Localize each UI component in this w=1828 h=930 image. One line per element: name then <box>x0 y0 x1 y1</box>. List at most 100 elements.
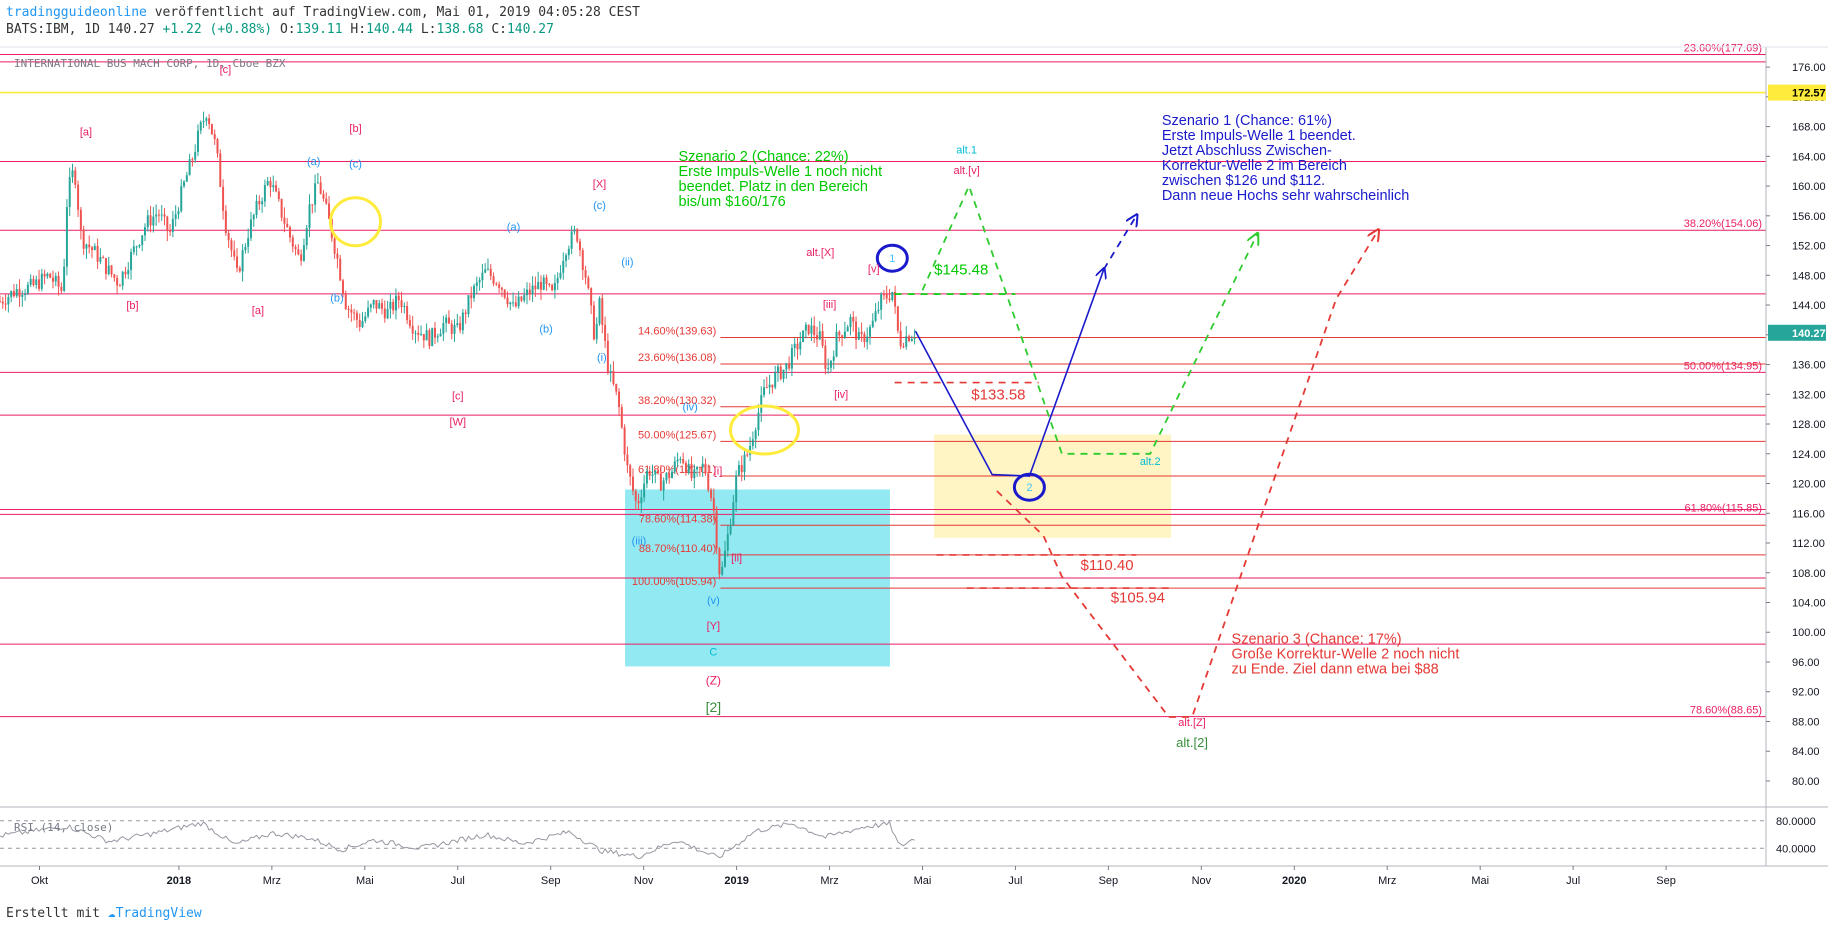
candle-body <box>871 320 874 328</box>
price-tick-label-7: 148.00 <box>1792 270 1826 282</box>
candle-body <box>489 268 492 277</box>
candle-body <box>219 153 222 187</box>
candle-body <box>562 260 565 273</box>
candle-body <box>486 268 489 270</box>
candle-body <box>581 250 584 271</box>
scenario-text-0-line-0: Szenario 1 (Chance: 61%) <box>1162 113 1332 129</box>
candle-body <box>252 214 255 220</box>
chart-header: tradingguideonline veröffentlicht auf Tr… <box>6 4 640 38</box>
candle-body <box>35 279 38 286</box>
candle-body <box>397 295 400 301</box>
time-label-3: Mai <box>356 875 374 887</box>
candle-body <box>4 303 7 305</box>
candle-body <box>288 227 291 238</box>
wave-label-0: [c] <box>220 64 232 76</box>
scenario-text-1-line-2: beendet. Platz in den Bereich <box>679 179 868 195</box>
candle-body <box>236 256 239 269</box>
candle-body <box>322 193 325 199</box>
candle-body <box>620 407 623 428</box>
candle-body <box>723 550 726 567</box>
tradingview-logo-icon[interactable]: ☁ <box>107 906 116 921</box>
candle-body <box>311 204 314 206</box>
candle-body <box>91 247 94 251</box>
price-tick-label-24: 80.00 <box>1792 776 1820 788</box>
fib-level-label-7: 100.00%(105.94) <box>632 576 716 588</box>
low-value: 138.68 <box>436 22 484 37</box>
candle-body <box>96 246 99 262</box>
candle-body <box>152 216 155 226</box>
candle-body <box>314 183 317 205</box>
price-tick-label-11: 132.00 <box>1792 389 1826 401</box>
price-tick-label-15: 116.00 <box>1792 508 1825 520</box>
candle-body <box>71 170 74 178</box>
wave-labels-layer: 1 2 [c] [a] [b] [a] (a) [b] (c) (b) [c] [W] (a) (b) [X… <box>80 64 1208 750</box>
publisher-name[interactable]: tradingguideonline <box>6 5 147 20</box>
candle-body <box>196 130 199 153</box>
wave-marker-circle-1 <box>1012 472 1046 502</box>
price-change: +1.22 (+0.88%) <box>162 22 273 37</box>
rsi-level-label-1: 40.0000 <box>1776 843 1816 855</box>
wave-label-26: [iv] <box>834 389 848 401</box>
candle-body <box>810 325 813 334</box>
candle-body <box>40 273 43 289</box>
candle-body <box>85 244 88 249</box>
candle-body <box>49 273 52 278</box>
candle-body <box>729 524 732 535</box>
candle-body <box>818 331 821 340</box>
candle-body <box>631 476 634 491</box>
candle-body <box>715 510 718 549</box>
candle-body <box>891 291 894 300</box>
candle-body <box>517 296 520 307</box>
candle-body <box>353 312 356 314</box>
candle-body <box>673 461 676 472</box>
footer: Erstellt mit ☁TradingView <box>6 906 202 921</box>
wave-marker-circle-0 <box>875 243 909 273</box>
scenario-text-0-line-4: zwischen $126 und $112. <box>1162 173 1325 189</box>
scenario-paths-layer: $145.48 $133.58 $110.40 $105.94 <box>894 183 1378 718</box>
time-label-17: Sep <box>1656 875 1676 887</box>
candle-body <box>707 473 710 490</box>
candle-body <box>662 480 665 491</box>
candle-body <box>816 335 819 340</box>
candle-body <box>475 282 478 286</box>
candle-body <box>592 305 595 340</box>
candle-body <box>107 265 110 275</box>
time-label-15: Mai <box>1471 875 1489 887</box>
candle-body <box>157 214 160 216</box>
wave-label-2: [b] <box>126 300 138 312</box>
candle-body <box>584 270 587 278</box>
candle-body <box>171 219 174 232</box>
wave-label-3: [a] <box>252 305 264 317</box>
candle-body <box>799 341 802 350</box>
price-tick-label-23: 84.00 <box>1792 746 1820 758</box>
scenario-text-2-line-0: Szenario 3 (Chance: 17%) <box>1232 631 1402 647</box>
candle-body <box>910 338 913 342</box>
candle-body <box>526 289 529 296</box>
time-label-12: Nov <box>1192 875 1212 887</box>
rsi-level-label-0: 80.0000 <box>1776 816 1816 828</box>
close-label: C: <box>491 22 507 37</box>
candle-body <box>26 284 29 294</box>
candle-body <box>319 182 322 194</box>
candle-body <box>506 297 509 305</box>
candle-body <box>127 269 130 275</box>
candle-body <box>333 238 336 254</box>
candle-body <box>372 300 375 305</box>
candle-body <box>514 302 517 307</box>
candle-body <box>344 293 347 309</box>
candle-body <box>587 277 590 289</box>
tradingview-link[interactable]: TradingView <box>115 906 202 921</box>
candle-body <box>684 462 687 473</box>
candle-body <box>813 325 816 336</box>
scenario-text-0-line-1: Erste Impuls-Welle 1 beendet. <box>1162 128 1356 144</box>
candle-body <box>247 238 250 247</box>
time-label-9: Mai <box>914 875 932 887</box>
candle-body <box>500 287 503 290</box>
candle-body <box>38 279 41 289</box>
candle-body <box>316 182 319 184</box>
candle-body <box>793 343 796 348</box>
candle-body <box>275 185 278 192</box>
candle-body <box>442 323 445 334</box>
candle-body <box>626 454 629 466</box>
